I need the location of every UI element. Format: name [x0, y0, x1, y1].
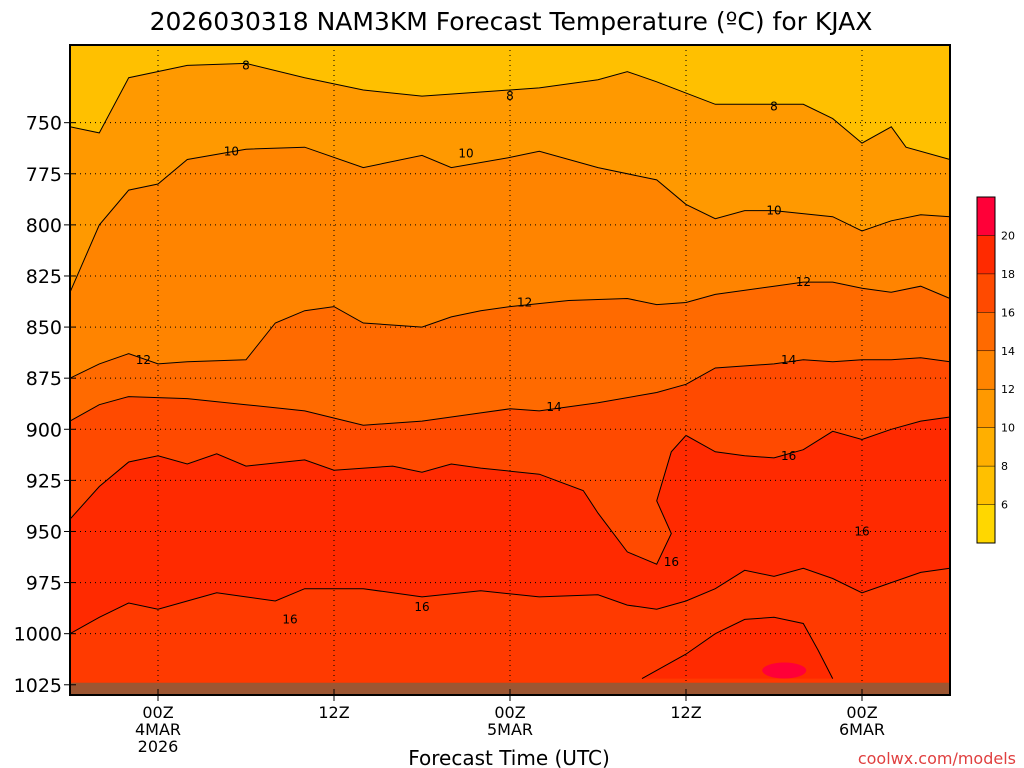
site-credit[interactable]: coolwx.com/models	[858, 749, 1016, 768]
colorbar-swatch-8	[977, 427, 995, 467]
colorbar-label-6: 6	[1001, 499, 1008, 512]
colorbar-swatch-20	[977, 197, 995, 236]
isotherm-label-8: 8	[242, 58, 250, 72]
y-tick-label-950: 950	[26, 521, 62, 543]
x-tick-label-18-0: 12Z	[318, 703, 349, 722]
band-above-20	[762, 662, 807, 679]
isotherm-label-12: 12	[796, 275, 811, 289]
colorbar-label-16: 16	[1001, 306, 1015, 319]
colorbar-label-10: 10	[1001, 422, 1015, 435]
pressure-axis: 750 775 800 825 850 875 900 925 950 975 1000 1025	[14, 113, 76, 697]
ground-terrain	[70, 682, 950, 695]
colorbar-swatch-12	[977, 350, 995, 390]
y-tick-label-800: 800	[26, 215, 62, 237]
plot-fill-layer	[70, 45, 950, 695]
colorbar-label-18: 18	[1001, 268, 1015, 281]
x-tick-label-42-0: 12Z	[670, 703, 701, 722]
isotherm-label-14: 14	[546, 400, 561, 414]
isotherm-line-14	[69, 357, 951, 426]
y-tick-label-925: 925	[26, 470, 62, 492]
x-tick-label-6-1: 4MAR	[135, 720, 181, 739]
isotherm-label-10: 10	[224, 144, 239, 158]
chart-title: 2026030318 NAM3KM Forecast Temperature (…	[150, 7, 873, 36]
y-tick-label-1000: 1000	[14, 624, 62, 646]
colorbar-frame	[976, 196, 996, 544]
colorbar-swatch-10	[977, 389, 995, 428]
contour-layer: 8 8 8 10 10 10 12 12 12 14 14 16 16 16 16 16	[69, 58, 951, 680]
colorbar-label-8: 8	[1001, 460, 1008, 473]
colorbar: 6 8 10 12 14 16 18 20	[976, 196, 1015, 544]
isotherm-label-14: 14	[781, 353, 796, 367]
grid-layer	[70, 45, 950, 695]
x-tick-label-54-1: 6MAR	[839, 720, 885, 739]
isotherm-label-12: 12	[136, 353, 151, 367]
isotherm-line-16	[69, 567, 951, 635]
y-tick-label-875: 875	[26, 368, 62, 390]
isotherm-line-18	[641, 616, 834, 680]
x-tick-label-30-0: 00Z	[494, 703, 525, 722]
colorbar-label-20: 20	[1001, 229, 1015, 242]
isotherm-label-16: 16	[414, 600, 429, 614]
isotherm-label-16: 16	[854, 524, 869, 538]
x-tick-label-6-2: 2026	[138, 737, 179, 756]
isotherm-label-16: 16	[781, 449, 796, 463]
y-tick-label-1025: 1025	[14, 675, 62, 697]
y-tick-label-750: 750	[26, 113, 62, 135]
isotherm-line-12	[69, 281, 951, 379]
isotherm-label-10: 10	[458, 146, 473, 160]
x-tick-label-6-0: 00Z	[142, 703, 173, 722]
y-tick-label-775: 775	[26, 164, 62, 186]
isotherm-line-10	[69, 146, 951, 293]
colorbar-swatch-4	[977, 504, 995, 543]
isotherm-line-8	[69, 62, 951, 160]
y-tick-label-900: 900	[26, 419, 62, 441]
colorbar-label-14: 14	[1001, 345, 1015, 358]
isotherm-label-12: 12	[517, 296, 532, 310]
colorbar-swatch-6	[977, 466, 995, 505]
colorbar-swatch-16	[977, 273, 995, 313]
colorbar-swatch-14	[977, 312, 995, 351]
isotherm-label-16: 16	[282, 612, 297, 626]
isotherm-label-10: 10	[766, 204, 781, 218]
y-tick-label-825: 825	[26, 266, 62, 288]
x-tick-label-30-1: 5MAR	[487, 720, 533, 739]
x-tick-label-54-0: 00Z	[846, 703, 877, 722]
isotherm-label-16: 16	[664, 555, 679, 569]
isotherm-label-8: 8	[770, 99, 778, 113]
colorbar-label-12: 12	[1001, 383, 1015, 396]
y-tick-label-850: 850	[26, 317, 62, 339]
y-tick-label-975: 975	[26, 573, 62, 595]
colorbar-swatch-18	[977, 235, 995, 274]
isotherm-label-8: 8	[506, 89, 514, 103]
x-axis-title: Forecast Time (UTC)	[408, 746, 610, 768]
isotherm-line-16	[69, 416, 951, 565]
